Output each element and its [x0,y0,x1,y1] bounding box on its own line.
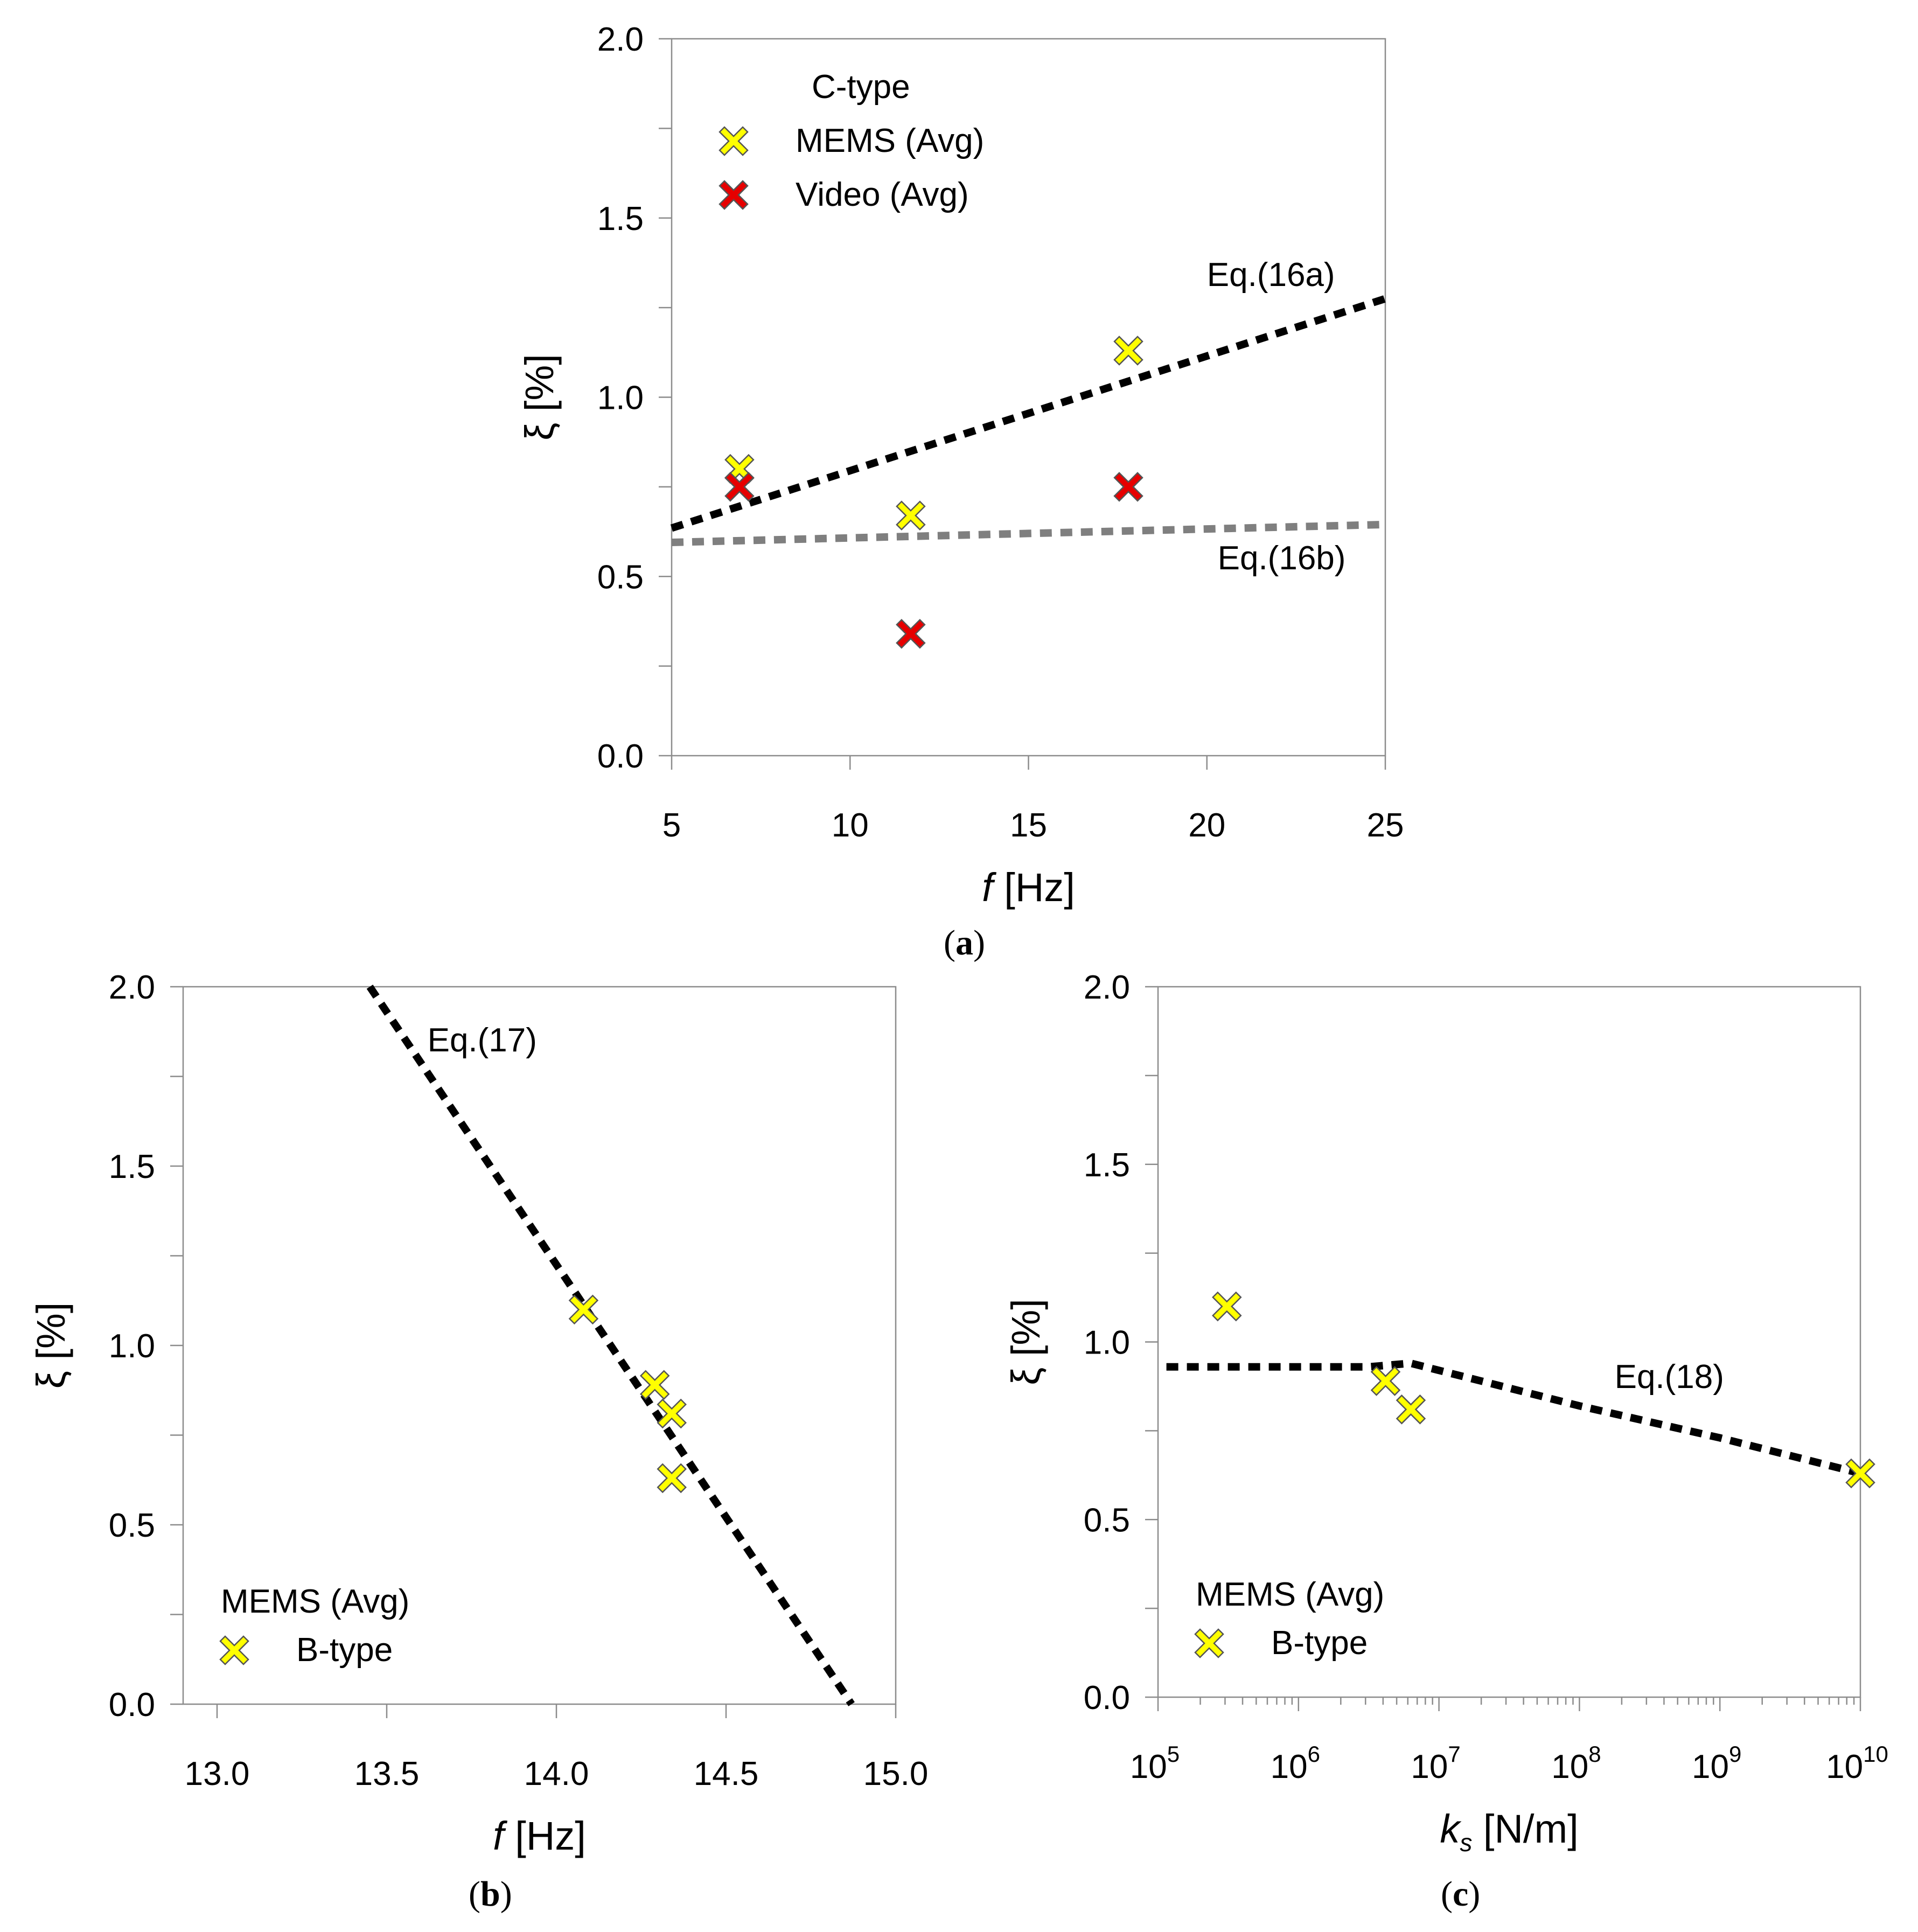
x-tick-label: 107 [1411,1741,1460,1785]
y-tick-label: 2.0 [597,21,644,58]
y-tick-label: 0.0 [597,738,644,775]
x-axis-label: ks [N/m] [1440,1807,1578,1857]
x-tick-label: 108 [1551,1741,1601,1785]
y-tick-label: 2.0 [109,969,155,1006]
data-point-marker [1396,1394,1426,1425]
equation-line [671,520,1386,546]
x-tick-label: 14.0 [524,1755,589,1792]
x-tick-label: 13.5 [354,1755,420,1792]
data-point-marker [639,1370,670,1400]
legend-entry-label: MEMS (Avg) [796,122,984,159]
x-tick-label: 109 [1692,1741,1741,1785]
y-tick-label: 1.5 [1084,1147,1130,1184]
x-tick-label: 1010 [1826,1741,1888,1785]
data-point-marker [1212,1291,1242,1322]
x-tick-label: 20 [1188,807,1225,844]
data-point-marker [896,500,926,531]
equation-line [670,295,1387,532]
data-point-marker [1113,336,1143,366]
x-tick-label: 15 [1010,807,1047,844]
x-tick-label: 14.5 [694,1755,759,1792]
x-tick-label: 105 [1130,1741,1180,1785]
data-point-marker [1845,1458,1875,1489]
legend-entry-label: Video (Avg) [796,176,969,213]
data-point-marker [1113,472,1143,502]
equation-annotation: Eq.(17) [428,1022,537,1059]
x-tick-label: 25 [1367,807,1404,844]
y-tick-label: 1.0 [1084,1324,1130,1362]
y-tick-label: 2.0 [1084,969,1130,1006]
x-tick-label: 106 [1271,1741,1320,1785]
y-axis-label: ξ [%] [517,354,562,441]
y-tick-label: 1.0 [109,1328,155,1365]
y-axis-label: ξ [%] [29,1302,73,1389]
equation-line [366,985,855,1706]
data-point-marker [657,1398,687,1429]
chart-panel-c: 0.0 0.5 1.0 1.5 2.0 105 106 107 108 109 1010 ks [N/… [1003,969,1888,1914]
data-point-marker [724,472,755,502]
y-tick-label: 0.0 [1084,1679,1130,1717]
data-point-marker [1370,1366,1401,1396]
legend-title: MEMS (Avg) [1196,1576,1384,1613]
equation-annotation: Eq.(18) [1615,1358,1724,1396]
legend-entry-label: B-type [296,1631,393,1669]
x-axis-label: f [Hz] [493,1814,586,1858]
data-point-marker [896,618,926,649]
y-tick-label: 0.0 [109,1686,155,1724]
y-tick-label: 0.5 [1084,1502,1130,1539]
x-tick-label: 13.0 [185,1755,250,1792]
y-tick-label: 1.5 [109,1148,155,1185]
y-tick-label: 0.5 [109,1507,155,1544]
panel-label: (b) [469,1874,512,1914]
chart-panel-a: 0.0 0.5 1.0 1.5 2.0 5 10 15 20 25 f [Hz] ξ [%] Eq.(1… [517,21,1404,962]
legend-marker [719,126,749,156]
legend-title: C-type [812,68,910,106]
data-point-marker [657,1463,687,1494]
legend-title: MEMS (Avg) [221,1583,409,1620]
chart-panel-b: 0.0 0.5 1.0 1.5 2.0 13.0 13.5 14.0 14.5 15.0 f [Hz… [29,969,928,1914]
y-tick-label: 1.5 [597,200,644,238]
x-tick-label: 15.0 [863,1755,929,1792]
x-axis-label: f [Hz] [982,865,1075,910]
legend-marker [219,1635,249,1665]
panel-label: (a) [944,923,985,962]
equation-annotation: Eq.(16b) [1218,540,1346,577]
y-tick-label: 1.0 [597,380,644,417]
x-tick-label: 5 [662,807,681,844]
panel-label: (c) [1441,1874,1480,1914]
legend-marker [719,180,749,210]
y-axis-label: ξ [%] [1003,1299,1048,1385]
legend-marker [1194,1628,1224,1658]
data-point-marker [568,1294,599,1325]
y-tick-label: 0.5 [597,559,644,596]
legend-entry-label: B-type [1271,1624,1368,1662]
equation-line [1166,1359,1861,1477]
x-tick-label: 10 [832,807,869,844]
equation-annotation: Eq.(16a) [1207,256,1335,294]
